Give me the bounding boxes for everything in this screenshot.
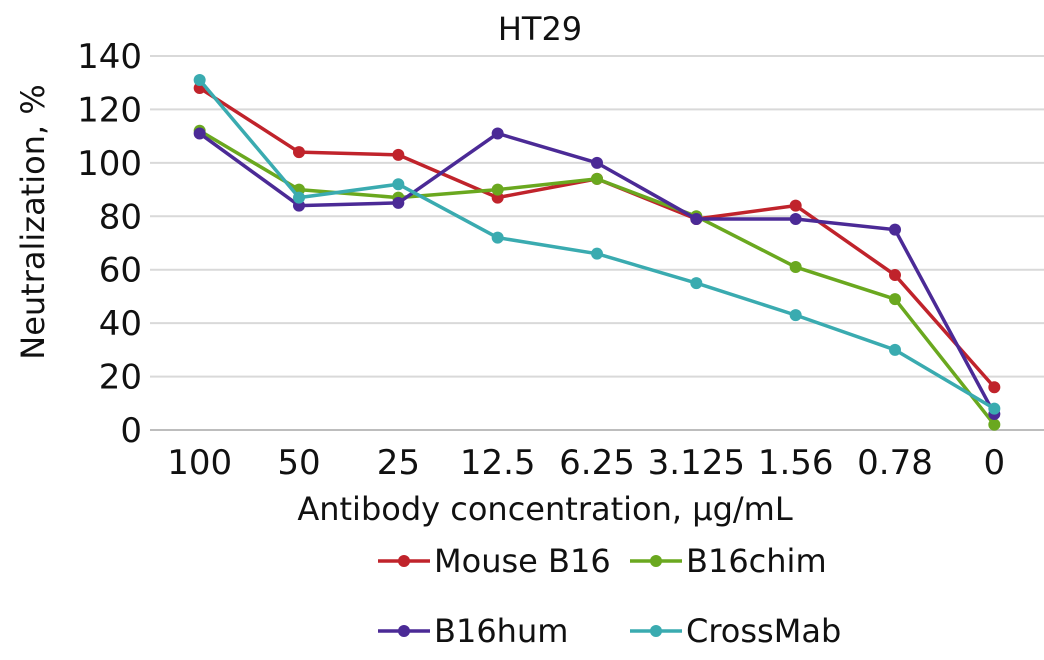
data-point — [392, 196, 405, 209]
legend-item: B16hum — [378, 612, 568, 650]
data-point — [491, 127, 504, 140]
series-layer — [193, 74, 1001, 431]
data-point — [591, 172, 603, 185]
data-point — [988, 402, 1001, 415]
x-tick-label: 100 — [167, 443, 232, 483]
legend-item: CrossMab — [630, 612, 841, 650]
data-point — [789, 212, 802, 225]
legend-label: B16chim — [686, 542, 827, 580]
x-tick-label: 50 — [277, 443, 320, 483]
x-tick-label: 1.56 — [758, 443, 834, 483]
data-point — [491, 183, 504, 196]
y-tick-label: 120 — [77, 90, 142, 130]
y-tick-label: 20 — [99, 358, 142, 398]
legend-item: Mouse B16 — [378, 542, 611, 580]
series-mouse-b16 — [193, 82, 1001, 394]
x-tick-label: 12.5 — [460, 443, 536, 483]
y-tick-label: 60 — [99, 251, 142, 291]
legend-item: B16chim — [630, 542, 827, 580]
data-point — [789, 199, 802, 212]
data-point — [889, 269, 901, 282]
y-tick-label: 100 — [77, 144, 142, 184]
legend-swatch-marker — [398, 555, 410, 567]
data-point — [293, 146, 305, 159]
data-point — [789, 261, 802, 274]
data-point — [988, 418, 1001, 431]
x-axis-ticks: 100 50 25 12.5 6.25 3.125 1.56 0.78 0 — [167, 443, 1005, 483]
data-point — [591, 156, 603, 169]
y-tick-label: 0 — [120, 411, 142, 451]
x-tick-label: 25 — [377, 443, 420, 483]
y-axis-ticks: 0 20 40 60 80 100 120 140 — [77, 37, 142, 451]
data-point — [591, 247, 603, 260]
legend-swatch-marker — [650, 555, 662, 567]
series-crossmab — [193, 74, 1001, 415]
series-line — [198, 78, 996, 411]
series-b16hum — [193, 127, 1001, 420]
legend-swatch-marker — [650, 625, 662, 637]
legend: Mouse B16 B16chim B16hum CrossMab — [378, 542, 841, 650]
x-tick-label: 3.125 — [648, 443, 745, 483]
data-point — [491, 231, 504, 244]
y-tick-label: 80 — [99, 197, 142, 237]
data-point — [690, 212, 703, 225]
y-tick-label: 140 — [77, 37, 142, 77]
legend-label: CrossMab — [686, 612, 841, 650]
data-point — [193, 127, 206, 140]
x-tick-label: 6.25 — [559, 443, 635, 483]
data-point — [392, 178, 405, 191]
legend-swatch-marker — [398, 625, 410, 637]
y-tick-label: 40 — [99, 304, 142, 344]
data-point — [889, 223, 901, 236]
y-axis-label: Neutralization, % — [14, 84, 52, 359]
chart-title: HT29 — [498, 10, 582, 48]
series-b16chim — [193, 124, 1001, 431]
data-point — [889, 293, 901, 306]
data-point — [293, 191, 305, 204]
x-tick-label: 0.78 — [857, 443, 933, 483]
x-axis-label: Antibody concentration, µg/mL — [297, 490, 793, 528]
data-point — [392, 148, 405, 161]
data-point — [690, 277, 703, 290]
data-point — [789, 309, 802, 322]
data-point — [889, 343, 901, 356]
x-tick-label: 0 — [984, 443, 1006, 483]
legend-label: Mouse B16 — [434, 542, 611, 580]
legend-label: B16hum — [434, 612, 568, 650]
data-point — [193, 74, 206, 87]
gridlines — [150, 55, 1044, 431]
data-point — [988, 381, 1001, 394]
